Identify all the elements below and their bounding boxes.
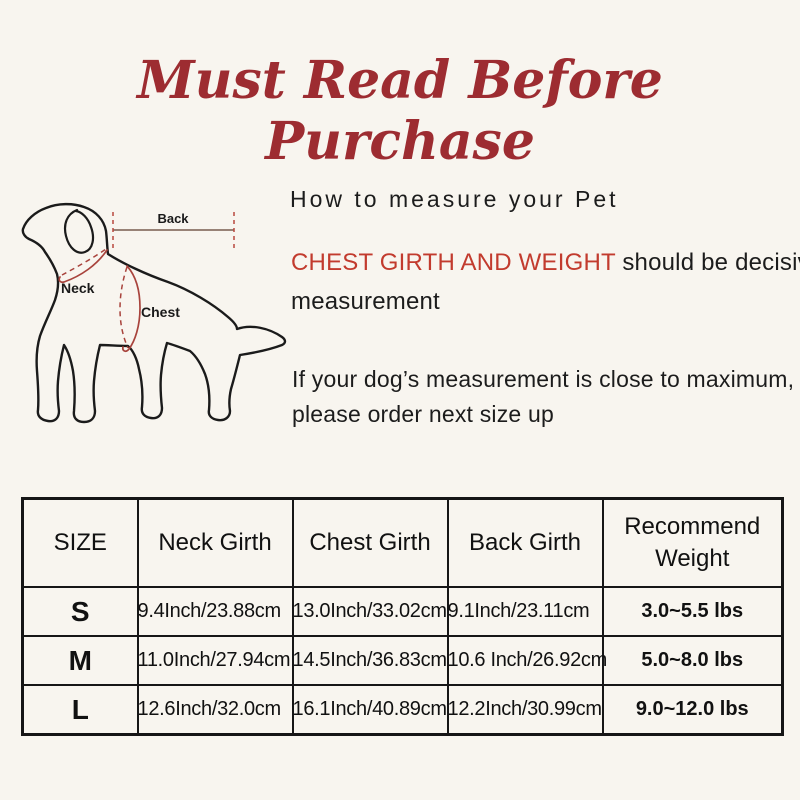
neck-label: Neck (61, 280, 95, 296)
decisive-line: CHEST GIRTH AND WEIGHT should be decisiv… (291, 249, 800, 277)
neck-measure-solid (58, 249, 108, 284)
decisive-rest: should be decisive (622, 249, 800, 276)
table-row-size-l: L 12.6Inch/32.0cm 16.1Inch/40.89cm 12.2I… (21, 684, 784, 736)
cell-text: 10.6 Inch/26.92cm (447, 649, 608, 671)
chest-girth-value: 14.5Inch/36.83cm (291, 635, 449, 686)
size-table-header-row: SIZE Neck Girth Chest Girth Back Girth R… (21, 497, 784, 588)
weight-value: 3.0~5.5 lbs (601, 586, 784, 637)
dog-ear (63, 208, 95, 254)
cell-text: 16.1Inch/40.89cm (292, 698, 448, 720)
note-line2: please order next size up (292, 401, 554, 427)
neck-measure-dashed (61, 248, 107, 276)
chest-girth-value: 13.0Inch/33.02cm (291, 586, 449, 637)
col-header-back-girth: Back Girth (446, 497, 604, 588)
col-header-size: SIZE (21, 497, 139, 588)
cell-text: 11.0Inch/27.94cm (137, 649, 291, 671)
cell-text: 9.4Inch/23.88cm (137, 600, 282, 622)
weight-value: 5.0~8.0 lbs (601, 635, 784, 686)
decisive-line2: measurement (291, 288, 440, 315)
weight-value: 9.0~12.0 lbs (601, 684, 784, 736)
chest-label: Chest (141, 304, 180, 320)
back-label: Back (157, 211, 189, 226)
chest-measure-solid (122, 265, 141, 353)
cell-text: 9.1Inch/23.11cm (447, 600, 590, 622)
back-girth-value: 12.2Inch/30.99cm (446, 684, 604, 736)
note-line1: If your dog’s measurement is close to ma… (292, 366, 795, 392)
back-girth-value: 10.6 Inch/26.92cm (446, 635, 607, 686)
neck-girth-value: 12.6Inch/32.0cm (136, 684, 294, 736)
table-row-size-m: M 11.0Inch/27.94cm 14.5Inch/36.83cm 10.6… (21, 635, 784, 686)
neck-girth-value: 9.4Inch/23.88cm (136, 586, 294, 637)
page-title: Must Read Before Purchase (137, 50, 663, 172)
table-row-size-s: S 9.4Inch/23.88cm 13.0Inch/33.02cm 9.1In… (21, 586, 784, 637)
chest-measure-dashed (119, 266, 129, 349)
size-value: M (21, 635, 139, 686)
howto-heading: How to measure your Pet (290, 186, 619, 212)
size-value: L (21, 684, 139, 736)
col-header-chest-girth: Chest Girth (291, 497, 449, 588)
back-girth-value: 9.1Inch/23.11cm (446, 586, 604, 637)
cell-text: 14.5Inch/36.83cm (292, 649, 448, 671)
size-table: SIZE Neck Girth Chest Girth Back Girth R… (21, 497, 784, 736)
decisive-highlight: CHEST GIRTH AND WEIGHT (291, 249, 616, 276)
size-value: S (21, 586, 139, 637)
chest-girth-value: 16.1Inch/40.89cm (291, 684, 449, 736)
dog-measurement-diagram: Back Neck Chest (10, 170, 290, 470)
cell-text: 13.0Inch/33.02cm (292, 600, 448, 622)
dog-outline (21, 202, 287, 424)
cell-text: 12.6Inch/32.0cm (137, 698, 282, 720)
dog-diagram-svg: Back Neck Chest (21, 202, 287, 424)
col-header-neck-girth: Neck Girth (136, 497, 294, 588)
col-header-recommend-weight: Recommend Weight (601, 497, 784, 588)
cell-text: 12.2Inch/30.99cm (447, 698, 603, 720)
neck-girth-value: 11.0Inch/27.94cm (136, 635, 294, 686)
